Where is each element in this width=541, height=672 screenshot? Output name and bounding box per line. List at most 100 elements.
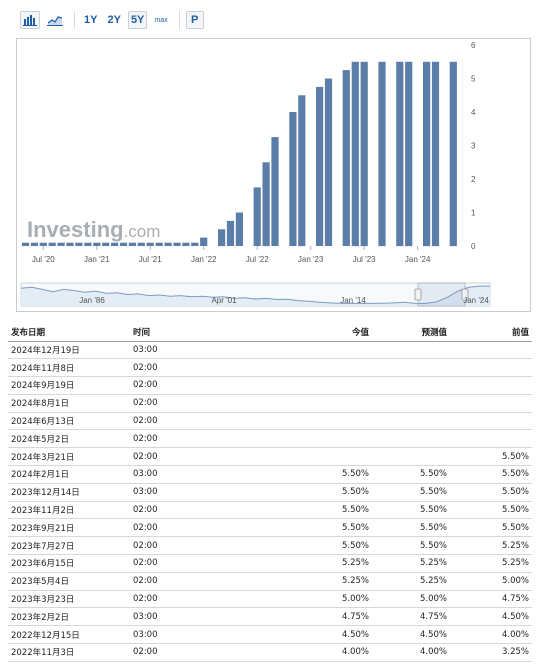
row-date: 2023年12月14日 bbox=[8, 483, 130, 502]
chart-bar[interactable] bbox=[48, 242, 56, 246]
chart-bar[interactable] bbox=[342, 70, 350, 246]
table-row: 2024年2月1日 03:00 5.50% 5.50% 5.50% bbox=[8, 465, 532, 484]
range-navigator[interactable]: Jan '86 Apr '01 Jan '14 Jan '24 bbox=[20, 282, 491, 307]
y-tick-label: 3 bbox=[471, 142, 476, 151]
chart-bar[interactable] bbox=[405, 61, 413, 247]
chart-bar[interactable] bbox=[191, 242, 199, 246]
chart-bar[interactable] bbox=[146, 242, 154, 246]
chart-bar[interactable] bbox=[66, 242, 74, 246]
chart-bar[interactable] bbox=[316, 86, 324, 247]
row-date: 2023年5月4日 bbox=[8, 572, 130, 591]
row-actual: 5.50% bbox=[250, 518, 372, 538]
print-button[interactable]: P bbox=[185, 11, 204, 29]
navigator-handle[interactable] bbox=[461, 288, 469, 301]
row-time: 02:00 bbox=[130, 412, 250, 431]
chart-bar[interactable] bbox=[298, 95, 306, 247]
range-1y-button[interactable]: 1Y bbox=[84, 14, 98, 26]
chart-bar[interactable] bbox=[271, 137, 279, 246]
chart-bar[interactable] bbox=[128, 242, 136, 246]
table-row: 2023年6月15日 02:00 5.25% 5.25% 5.25% bbox=[8, 554, 532, 573]
range-max-button[interactable]: max bbox=[154, 16, 168, 24]
chart-bar[interactable] bbox=[235, 212, 243, 247]
chart-bar[interactable] bbox=[289, 112, 297, 246]
chart-bar[interactable] bbox=[262, 162, 270, 247]
table-row: 2024年9月19日 02:00 bbox=[8, 376, 532, 395]
row-date: 2023年9月21日 bbox=[8, 518, 130, 538]
table-row: 2022年11月3日 02:00 4.00% 4.00% 3.25% bbox=[8, 643, 532, 662]
chart-bar[interactable] bbox=[449, 61, 457, 247]
row-time: 02:00 bbox=[130, 394, 250, 413]
chart-bar[interactable] bbox=[155, 242, 163, 246]
chart-bar[interactable] bbox=[351, 61, 359, 247]
navigator-handle[interactable] bbox=[414, 288, 422, 301]
row-actual: 4.50% bbox=[250, 625, 372, 645]
header-previous[interactable]: 前值 bbox=[450, 323, 532, 342]
range-5y-button[interactable]: 5Y bbox=[127, 11, 148, 29]
chart-bar[interactable] bbox=[378, 61, 386, 247]
chart-bar[interactable] bbox=[39, 242, 47, 246]
chart-bar[interactable] bbox=[57, 242, 65, 246]
chart-bar[interactable] bbox=[102, 242, 110, 246]
area-chart-icon[interactable] bbox=[44, 11, 66, 29]
table-row: 2023年9月21日 02:00 5.50% 5.50% 5.50% bbox=[8, 518, 532, 538]
row-previous: 5.50% bbox=[450, 501, 532, 520]
bar-chart-icon[interactable] bbox=[20, 11, 40, 29]
header-time[interactable]: 时间 bbox=[130, 323, 250, 342]
row-time: 02:00 bbox=[130, 536, 250, 556]
navigator-tick-label: Jan '24 bbox=[463, 296, 489, 305]
row-date: 2024年8月1日 bbox=[8, 394, 130, 413]
header-forecast[interactable]: 预测值 bbox=[372, 323, 450, 342]
chart-bar[interactable] bbox=[182, 242, 190, 246]
chart-bar[interactable] bbox=[111, 242, 119, 246]
chart-bar[interactable] bbox=[324, 78, 333, 247]
chart-bar[interactable] bbox=[93, 242, 101, 246]
x-tick-label: Jan '24 bbox=[405, 255, 431, 264]
chart-bar[interactable] bbox=[173, 242, 181, 246]
chart-bar[interactable] bbox=[84, 242, 92, 246]
chart-bar[interactable] bbox=[200, 237, 208, 246]
chart-bar[interactable] bbox=[253, 187, 261, 246]
row-forecast bbox=[372, 394, 450, 413]
chart-bar[interactable] bbox=[226, 220, 235, 246]
row-previous: 4.75% bbox=[450, 590, 532, 609]
x-tick-label: Jan '23 bbox=[298, 255, 324, 264]
chart-bar[interactable] bbox=[360, 61, 368, 247]
row-previous: 5.00% bbox=[450, 572, 532, 591]
row-date: 2023年3月23日 bbox=[8, 590, 130, 609]
table-row: 2024年6月13日 02:00 bbox=[8, 412, 532, 431]
range-2y-button[interactable]: 2Y bbox=[107, 14, 121, 26]
table-row: 2023年2月2日 03:00 4.75% 4.75% 4.50% bbox=[8, 607, 532, 627]
row-actual: 5.50% bbox=[250, 501, 372, 520]
row-actual: 4.75% bbox=[250, 607, 372, 627]
chart-bar[interactable] bbox=[119, 242, 128, 246]
chart-bar[interactable] bbox=[75, 242, 83, 246]
row-previous bbox=[450, 376, 532, 395]
chart-bar[interactable] bbox=[423, 61, 431, 247]
navigator-tick-label: Jan '14 bbox=[340, 296, 366, 305]
navigator-tick-label: Apr '01 bbox=[211, 296, 237, 305]
row-time: 03:00 bbox=[130, 625, 250, 645]
header-actual[interactable]: 今值 bbox=[250, 323, 372, 342]
table-row: 2023年3月23日 02:00 5.00% 5.00% 4.75% bbox=[8, 590, 532, 609]
x-tick-label: Jan '22 bbox=[191, 255, 217, 264]
toolbar-divider bbox=[178, 11, 180, 29]
row-forecast: 5.50% bbox=[372, 483, 450, 502]
chart-bar[interactable] bbox=[30, 242, 38, 246]
row-date: 2023年7月27日 bbox=[8, 536, 130, 556]
x-axis: Jul '20 Jan '21 Jul '21 Jan '22 Jul '22 Jan '… bbox=[32, 246, 431, 264]
chart-bar[interactable] bbox=[218, 229, 226, 247]
row-previous: 5.25% bbox=[450, 536, 532, 556]
history-table: 发布日期 时间 今值 预测值 前值 2024年12月19日 03:00 2024年1… bbox=[8, 323, 532, 662]
chart-bar[interactable] bbox=[21, 242, 30, 246]
header-date[interactable]: 发布日期 bbox=[8, 323, 130, 342]
row-actual: 4.00% bbox=[250, 643, 372, 662]
table-row: 2024年8月1日 02:00 bbox=[8, 394, 532, 413]
y-tick-label: 2 bbox=[471, 175, 476, 184]
navigator-line bbox=[20, 285, 490, 304]
navigator-selection[interactable] bbox=[417, 282, 466, 307]
chart-bar[interactable] bbox=[137, 242, 145, 246]
chart-bar[interactable] bbox=[431, 61, 440, 247]
chart-bar[interactable] bbox=[396, 61, 404, 247]
row-time: 02:00 bbox=[130, 643, 250, 662]
chart-bar[interactable] bbox=[164, 242, 172, 246]
